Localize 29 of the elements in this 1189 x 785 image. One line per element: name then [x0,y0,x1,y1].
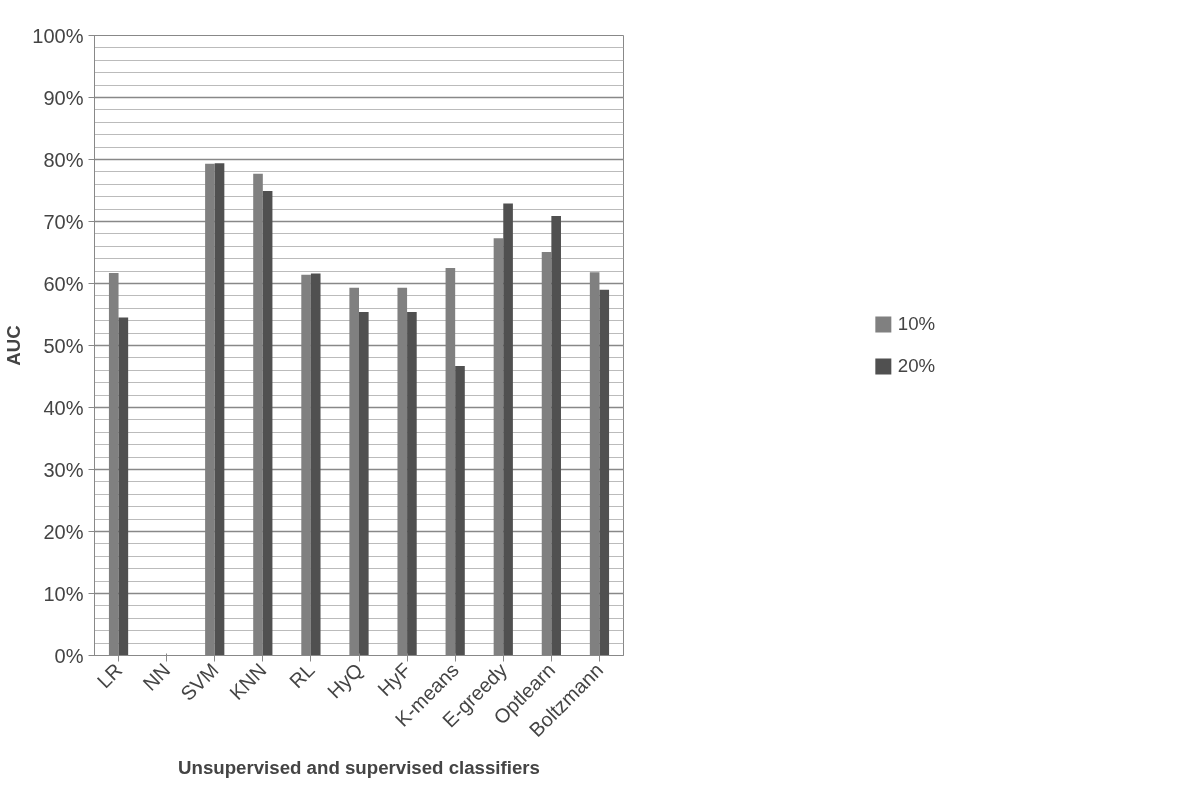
y-tick-label: 20% [43,520,84,543]
legend-label: 10% [897,313,936,335]
y-tick-label: 50% [43,334,84,357]
bar [551,215,561,656]
y-tick-label: 30% [43,458,84,481]
y-tick-label: 10% [43,582,84,605]
y-tick-label: 70% [43,210,84,233]
bar [599,289,610,656]
bar [310,273,321,656]
y-tick-label: 40% [43,396,84,419]
x-tick-label: NN [138,658,175,695]
bar [407,312,417,656]
y-tick-label: 60% [43,272,84,295]
bar [214,163,225,656]
bar [359,312,369,656]
bar [503,203,513,656]
bar [262,191,273,656]
bar [455,365,465,656]
y-tick-label: 80% [43,148,84,171]
x-tick-label: HyQ [322,658,367,703]
bar [118,317,129,656]
x-tick-label: RL [285,658,319,693]
x-tick-label: LR [92,658,127,693]
y-tick-label: 100% [32,24,84,47]
y-axis-title: AUC [3,325,25,366]
y-tick-label: 0% [54,644,84,667]
x-axis-title: Unsupervised and supervised classifiers [178,756,540,778]
legend-label: 20% [897,355,936,377]
y-tick-label: 90% [43,86,84,109]
